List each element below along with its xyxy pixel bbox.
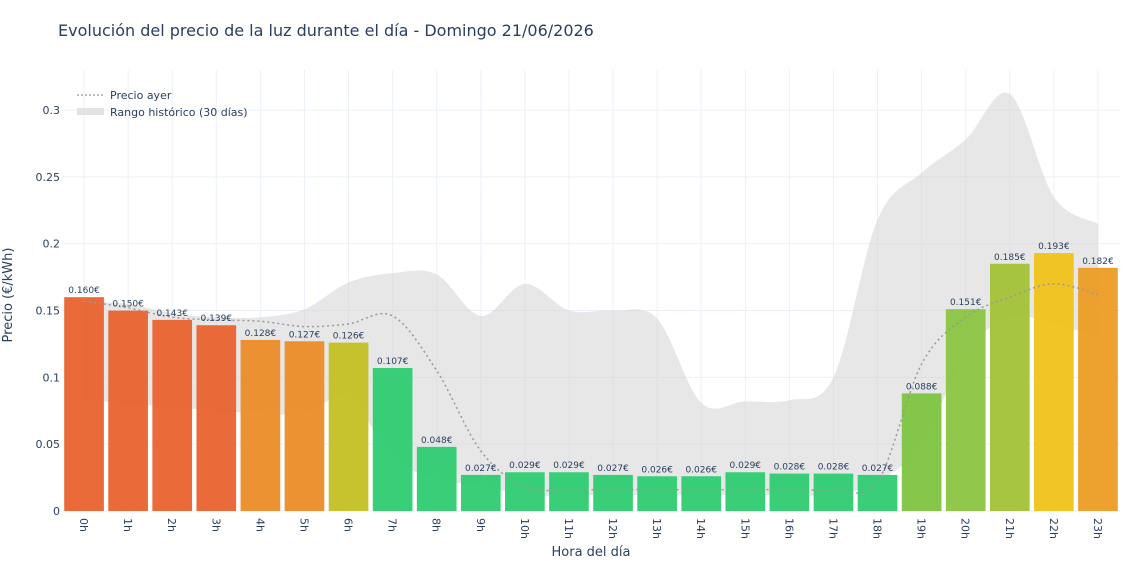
x-tick-label: 10h	[518, 518, 531, 539]
bar-data-label: 0.028€	[774, 463, 806, 473]
price-bar	[64, 297, 104, 511]
price-bar	[505, 472, 545, 511]
price-bar	[637, 476, 677, 511]
price-bar	[108, 310, 148, 511]
bar-data-label: 0.126€	[333, 332, 365, 342]
x-tick-label: 9h	[474, 518, 487, 532]
y-tick-label: 0.1	[43, 371, 61, 384]
x-tick-label: 15h	[738, 518, 751, 539]
y-axis-title: Precio (€/kWh)	[1, 248, 16, 343]
chart-title: Evolución del precio de la luz durante e…	[58, 21, 594, 40]
price-bar	[416, 446, 457, 511]
x-tick-label: 23h	[1091, 518, 1104, 539]
x-tick-label: 17h	[826, 518, 839, 539]
bar-data-label: 0.128€	[245, 329, 277, 339]
y-tick-label: 0.25	[36, 171, 61, 184]
x-tick-label: 3h	[209, 518, 222, 532]
y-tick-label: 0	[53, 505, 60, 518]
bar-data-label: 0.127€	[289, 330, 321, 340]
x-tick-label: 16h	[782, 518, 795, 539]
price-bar	[725, 472, 766, 511]
y-tick-label: 0.2	[43, 238, 61, 251]
bar-labels-layer: 0.160€ 0.150€ 0.143€ 0.139€ 0.128€ 0.127€ 0.12…	[68, 242, 1114, 475]
bar-data-label: 0.029€	[553, 461, 585, 471]
axes-layer: Precio (€/kWh) Hora del día 0 0.05 0.1 0.15…	[1, 104, 1104, 560]
x-tick-label: 21h	[1003, 518, 1016, 539]
bars-layer	[64, 253, 1118, 511]
bar-data-label: 0.139€	[201, 314, 233, 324]
bar-data-label: 0.182€	[1082, 257, 1114, 267]
x-tick-label: 8h	[430, 518, 443, 532]
bar-data-label: 0.151€	[950, 298, 982, 308]
bar-data-label: 0.193€	[1038, 242, 1070, 252]
price-bar	[240, 339, 281, 511]
x-tick-label: 13h	[650, 518, 663, 539]
bar-data-label: 0.029€	[730, 461, 762, 471]
price-bar	[1078, 267, 1118, 511]
x-tick-label: 19h	[915, 518, 928, 539]
price-bar	[372, 368, 413, 511]
legend-label-range: Rango histórico (30 días)	[110, 106, 248, 119]
bar-data-label: 0.027€	[465, 464, 497, 474]
x-tick-label: 12h	[606, 518, 619, 539]
bar-data-label: 0.185€	[994, 253, 1026, 263]
price-bar	[460, 474, 501, 511]
price-bar	[769, 473, 810, 511]
bar-data-label: 0.150€	[112, 300, 144, 310]
bar-data-label: 0.026€	[641, 465, 673, 475]
bar-data-label: 0.107€	[377, 357, 409, 367]
price-bar	[152, 319, 193, 511]
x-tick-label: 2h	[165, 518, 178, 532]
bar-data-label: 0.026€	[685, 465, 717, 475]
bar-data-label: 0.027€	[862, 464, 894, 474]
x-tick-label: 0h	[77, 518, 90, 532]
legend: Precio ayer Rango histórico (30 días)	[77, 89, 248, 119]
x-tick-label: 11h	[562, 518, 575, 539]
price-bar	[989, 263, 1030, 511]
x-axis-title: Hora del día	[552, 545, 631, 560]
bar-data-label: 0.143€	[156, 309, 188, 319]
x-tick-label: 18h	[871, 518, 884, 539]
y-tick-label: 0.15	[36, 305, 61, 318]
bar-data-label: 0.029€	[509, 461, 541, 471]
price-bar	[284, 341, 325, 511]
bar-data-label: 0.028€	[818, 463, 850, 473]
price-bar	[549, 472, 589, 511]
price-bar	[593, 474, 633, 511]
price-bar	[681, 476, 722, 511]
price-bar	[196, 325, 237, 511]
bar-data-label: 0.088€	[906, 382, 938, 392]
bar-data-label: 0.160€	[68, 286, 100, 296]
price-bar	[813, 473, 854, 511]
x-tick-label: 20h	[959, 518, 972, 539]
x-tick-label: 7h	[386, 518, 399, 532]
legend-range-swatch	[77, 108, 104, 115]
y-tick-label: 0.3	[43, 104, 61, 117]
price-bar	[328, 342, 369, 511]
bar-data-label: 0.027€	[597, 464, 629, 474]
x-tick-label: 5h	[297, 518, 310, 532]
legend-label-yesterday: Precio ayer	[110, 89, 172, 102]
x-tick-label: 4h	[253, 518, 266, 532]
y-tick-label: 0.05	[36, 438, 61, 451]
price-bar	[945, 309, 986, 511]
bar-data-label: 0.048€	[421, 436, 453, 446]
price-bar	[1034, 253, 1074, 511]
x-tick-label: 14h	[694, 518, 707, 539]
price-bar	[901, 393, 942, 511]
x-tick-label: 22h	[1047, 518, 1060, 539]
x-tick-label: 6h	[342, 518, 355, 532]
x-tick-label: 1h	[121, 518, 134, 532]
